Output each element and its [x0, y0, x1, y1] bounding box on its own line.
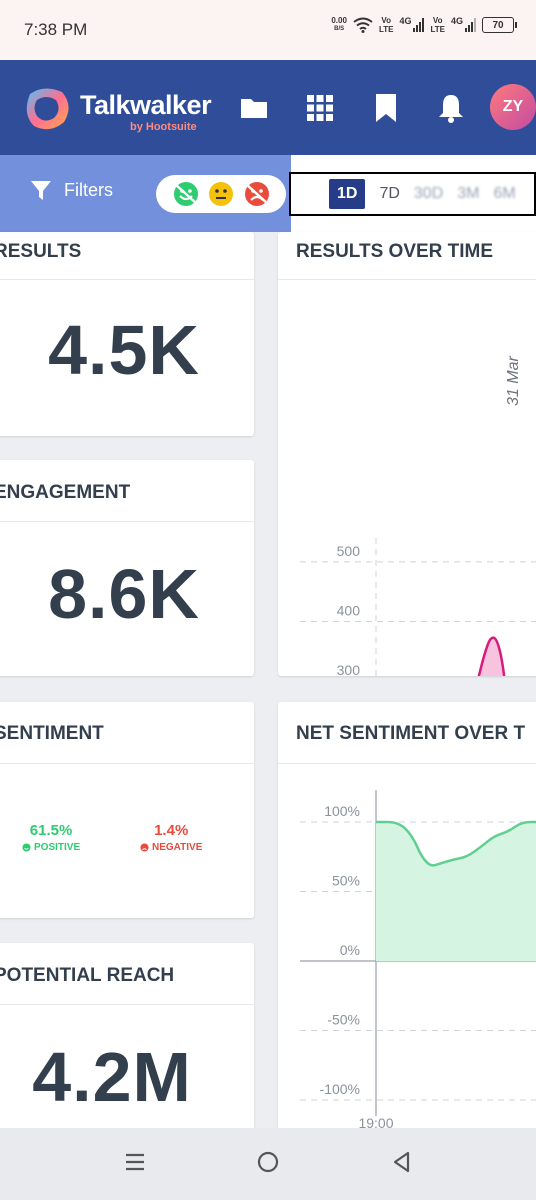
sim2-signal-icon [465, 18, 476, 32]
net-sentiment-over-time-card[interactable]: NET SENTIMENT OVER T 100% 50% 0% -50% -100% 1… [278, 702, 536, 1142]
results-value: 4.5K [48, 311, 200, 389]
positive-face-icon[interactable] [172, 180, 200, 208]
positive-value: 61.5% [29, 822, 73, 839]
app-header: Talkwalker by Hootsuite ZY [0, 60, 536, 155]
chart2-x-tick-label: 19:00 [358, 1115, 393, 1131]
chart2-area [376, 822, 536, 961]
talkwalker-logo-icon[interactable] [22, 84, 72, 132]
potential-reach-value: 4.2M [32, 1038, 192, 1116]
chart2-y-tick-label: 0% [340, 942, 360, 958]
avatar-initials: ZY [502, 98, 524, 115]
date-range-selector: 1D 7D 30D 3M 6M [289, 172, 536, 216]
range-7d[interactable]: 7D [379, 185, 400, 202]
net-speed: 0.00 B/S [331, 16, 347, 34]
sentiment-title: SENTIMENT [0, 702, 254, 764]
chart1-annotation: 31 Mar [505, 356, 522, 406]
home-icon[interactable] [256, 1150, 280, 1174]
chart2-y-tick-label: -50% [327, 1012, 360, 1028]
chart1-area [478, 637, 505, 676]
filter-funnel-icon [31, 181, 51, 200]
sim1-signal-icon [413, 18, 425, 32]
results-over-time-card[interactable]: RESULTS OVER TIME 10020030040050019:0031… [278, 232, 536, 676]
negative-value: 1.4% [154, 822, 189, 839]
negative-label: NEGATIVE [152, 842, 203, 853]
filters-label: Filters [64, 179, 113, 200]
sim1-label-bottom: LTE [378, 25, 394, 34]
chart2-series-line [376, 820, 536, 867]
brand-subtitle: by Hootsuite [130, 121, 197, 133]
battery-level: 70 [492, 19, 504, 31]
sim1-gen: 4G [399, 16, 412, 26]
chart2-y-tick-label: -100% [320, 1081, 360, 1097]
chart1-y-tick-label: 400 [337, 602, 361, 618]
negative-stat: 1.4% NEGATIVE [140, 822, 202, 853]
potential-reach-title: POTENTIAL REACH [0, 943, 254, 1005]
engagement-title: ENGAGEMENT [0, 460, 254, 522]
positive-small-face-icon [22, 843, 31, 852]
chart2-y-tick-label: 50% [332, 873, 360, 889]
chart1-y-tick-label: 500 [337, 543, 361, 559]
recent-apps-icon[interactable] [124, 1150, 146, 1174]
range-1d[interactable]: 1D [329, 179, 366, 209]
positive-label-row: POSITIVE [22, 842, 80, 853]
sim2-gen: 4G [450, 16, 463, 26]
user-avatar[interactable]: ZY [490, 84, 536, 130]
sentiment-filter [156, 175, 286, 213]
range-30d[interactable]: 30D [413, 185, 444, 202]
sentiment-card[interactable]: SENTIMENT 61.5% POSITIVE 1.4% NEGATIVE [0, 702, 254, 918]
sim2-volte: Vo LTE [430, 16, 445, 34]
range-3m[interactable]: 3M [457, 185, 480, 202]
net-sentiment-over-time-chart: 100% 50% 0% -50% -100% 19:00 [300, 790, 536, 1131]
status-time: 7:38 PM [24, 20, 88, 39]
sim1-volte: Vo LTE [379, 16, 394, 34]
range-6m[interactable]: 6M [493, 185, 516, 202]
status-bar: 7:38 PM 0.00 B/S Vo LTE 4G Vo LTE 4G 70 [0, 0, 536, 60]
apps-grid-icon[interactable] [304, 92, 336, 124]
engagement-value: 8.6K [48, 555, 200, 633]
bookmark-icon[interactable] [370, 92, 402, 124]
negative-small-face-icon [140, 843, 149, 852]
system-nav-bar [0, 1128, 536, 1200]
brand-name: Talkwalker [80, 90, 212, 120]
results-title: RESULTS [0, 232, 254, 280]
results-card[interactable]: RESULTS 4.5K [0, 232, 254, 436]
filters-button[interactable]: Filters [30, 179, 113, 201]
results-over-time-title: RESULTS OVER TIME [278, 232, 536, 280]
net-speed-unit: B/S [334, 26, 345, 32]
sim1-label-top: Vo [381, 16, 392, 25]
bell-icon[interactable] [435, 92, 467, 124]
net-sentiment-over-time-title: NET SENTIMENT OVER T [278, 702, 536, 764]
engagement-card[interactable]: ENGAGEMENT 8.6K [0, 460, 254, 676]
potential-reach-card[interactable]: POTENTIAL REACH 4.2M [0, 943, 254, 1143]
chart1-y-tick-label: 300 [337, 662, 361, 676]
positive-label: POSITIVE [34, 842, 81, 853]
folder-icon[interactable] [238, 92, 270, 124]
sim2-label-bottom: LTE [430, 25, 445, 34]
neutral-face-icon[interactable] [207, 180, 235, 208]
positive-stat: 61.5% POSITIVE [22, 822, 80, 853]
negative-face-icon[interactable] [243, 180, 271, 208]
chart1-series-line [477, 636, 506, 676]
sim2-label-top: Vo [432, 16, 443, 25]
chart2-y-tick-label: 100% [324, 803, 360, 819]
status-icons: 0.00 B/S Vo LTE 4G Vo LTE 4G 70 [331, 16, 517, 34]
negative-label-row: NEGATIVE [140, 842, 202, 853]
wifi-icon [353, 17, 373, 33]
back-icon[interactable] [390, 1150, 412, 1174]
net-speed-value: 0.00 [331, 16, 347, 25]
battery-icon: 70 [482, 17, 517, 33]
